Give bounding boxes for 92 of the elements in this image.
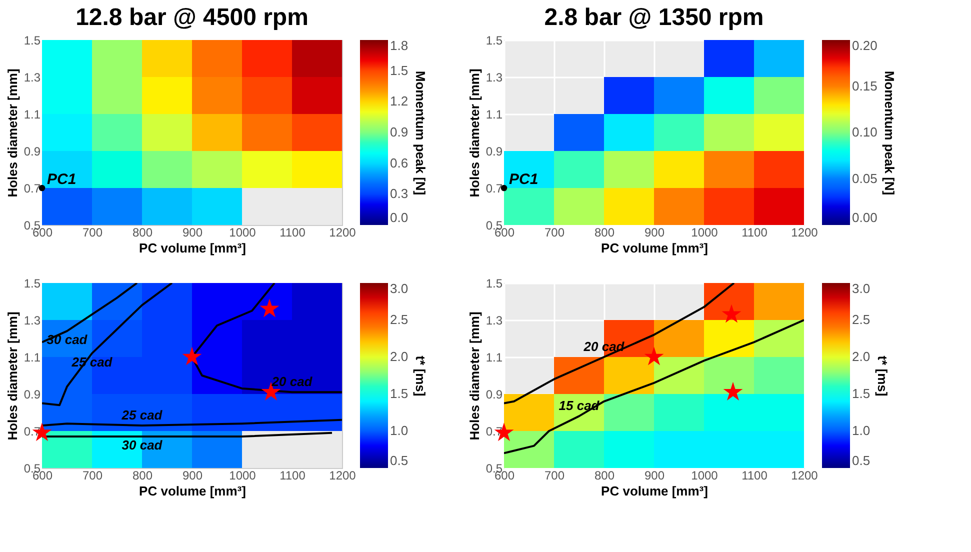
color-bar-label: 1.2 — [390, 94, 408, 109]
x-tick-label: 1100 — [742, 226, 768, 240]
color-bar-label: 0.05 — [852, 170, 878, 186]
color-bar-label: 0.00 — [852, 210, 878, 225]
x-tick-label: 700 — [544, 226, 565, 240]
x-axis-title: PC volume [mm³] — [601, 240, 708, 256]
x-tick-label: 700 — [82, 226, 103, 240]
x-tick-label: 1100 — [280, 468, 306, 482]
color-bar-label: 0.0 — [390, 210, 408, 225]
y-tick-label: 0.9 — [24, 388, 41, 402]
line-series — [42, 283, 138, 344]
y-axis-title: Holes diameter [mm] — [466, 68, 482, 198]
color-bar-title: t* [ms] — [875, 356, 890, 396]
x-tick-label: 900 — [182, 468, 203, 482]
color-bar-label: 0.10 — [852, 124, 878, 140]
x-tick-label: 1000 — [691, 468, 718, 482]
color-bar-label: 1.8 — [390, 38, 408, 53]
x-tick-label: 900 — [644, 226, 665, 240]
y-tick-label: 0.9 — [24, 144, 41, 158]
x-tick-label: 800 — [594, 226, 615, 240]
color-bar-label: 1.0 — [852, 423, 870, 438]
y-tick-label: 1.5 — [486, 276, 503, 290]
chart-title: 2.8 bar @ 1350 rpm — [544, 4, 764, 31]
line-series — [42, 283, 173, 406]
color-bar-label: 2.0 — [390, 349, 408, 364]
y-tick-label: 1.3 — [486, 314, 503, 328]
x-tick-label: 1200 — [329, 468, 356, 482]
x-tick-label: 1100 — [742, 468, 768, 482]
point — [644, 346, 664, 366]
x-tick-label: 1100 — [280, 226, 306, 240]
y-tick-label: 1.1 — [486, 108, 503, 122]
x-axis-title: PC volume [mm³] — [601, 484, 708, 498]
annotation: PC1 — [509, 171, 538, 188]
y-tick-label: 1.3 — [486, 70, 503, 84]
color-bar-label: 0.5 — [852, 453, 870, 468]
x-tick-label: 700 — [82, 468, 103, 482]
color-bar-label: 0.15 — [852, 78, 878, 94]
x-tick-label: 800 — [132, 226, 153, 240]
color-bar-label: 3.0 — [390, 281, 408, 296]
y-tick-label: 1.1 — [486, 350, 503, 364]
y-tick-label: 0.7 — [486, 182, 503, 196]
chart-title: 12.8 bar @ 4500 rpm — [76, 4, 308, 31]
y-tick-label: 1.3 — [24, 314, 41, 328]
line-series — [504, 319, 804, 454]
annotation: 25 cad — [120, 407, 164, 422]
y-tick-label: 1.1 — [24, 350, 41, 364]
color-bar-label: 0.6 — [390, 155, 408, 170]
color-bar-title: t* [ms] — [413, 356, 428, 396]
color-bar-title: Momentum peak [N] — [413, 70, 428, 196]
color-bar-label: 0.3 — [390, 186, 408, 202]
x-tick-label: 900 — [182, 226, 203, 240]
annotation: PC1 — [47, 171, 76, 188]
x-tick-label: 1200 — [791, 226, 818, 240]
annotation: 30 cad — [122, 438, 164, 453]
y-tick-label: 1.5 — [24, 276, 41, 290]
x-axis-title: PC volume [mm³] — [139, 240, 246, 256]
annotation: 20 cad — [270, 374, 314, 390]
x-tick-label: 900 — [644, 468, 665, 482]
x-tick-label: 700 — [544, 468, 565, 482]
color-bar-label: 2.0 — [852, 349, 870, 364]
y-tick-label: 1.5 — [486, 34, 503, 48]
color-bar-label: 2.5 — [852, 312, 870, 327]
y-axis-title: Holes diameter [mm] — [4, 312, 20, 440]
x-tick-label: 1200 — [791, 468, 818, 482]
color-bar-label: 0.20 — [852, 38, 878, 53]
y-tick-label: 0.9 — [486, 388, 503, 402]
color-bar-label: 0.9 — [390, 124, 408, 140]
x-tick-label: 1000 — [691, 226, 718, 240]
y-tick-label: 0.9 — [486, 144, 503, 158]
color-bar-label: 3.0 — [852, 281, 870, 296]
point — [182, 346, 202, 366]
y-tick-label: 1.5 — [24, 34, 41, 48]
x-axis-title: PC volume [mm³] — [139, 484, 246, 498]
color-bar-label: 1.0 — [390, 423, 408, 438]
y-tick-label: 1.1 — [24, 108, 41, 122]
y-tick-label: 1.3 — [24, 70, 41, 84]
y-axis-title: Holes diameter [mm] — [4, 68, 20, 198]
color-bar-title: Momentum peak [N] — [882, 70, 897, 196]
x-tick-label: 1200 — [329, 226, 356, 240]
point — [722, 304, 742, 323]
color-bar-label: 1.5 — [852, 386, 870, 401]
x-tick-label: 800 — [132, 468, 153, 482]
x-tick-label: 1000 — [229, 468, 256, 482]
y-tick-label: 0.7 — [24, 182, 41, 196]
x-tick-label: 1000 — [229, 226, 256, 240]
color-bar-label: 2.5 — [390, 312, 408, 327]
y-axis-title: Holes diameter [mm] — [466, 312, 482, 440]
color-bar-label: 0.5 — [390, 453, 408, 468]
point — [723, 382, 743, 400]
color-bar-label: 1.5 — [390, 386, 408, 401]
color-bar-label: 1.5 — [390, 62, 408, 78]
x-tick-label: 800 — [594, 468, 615, 482]
